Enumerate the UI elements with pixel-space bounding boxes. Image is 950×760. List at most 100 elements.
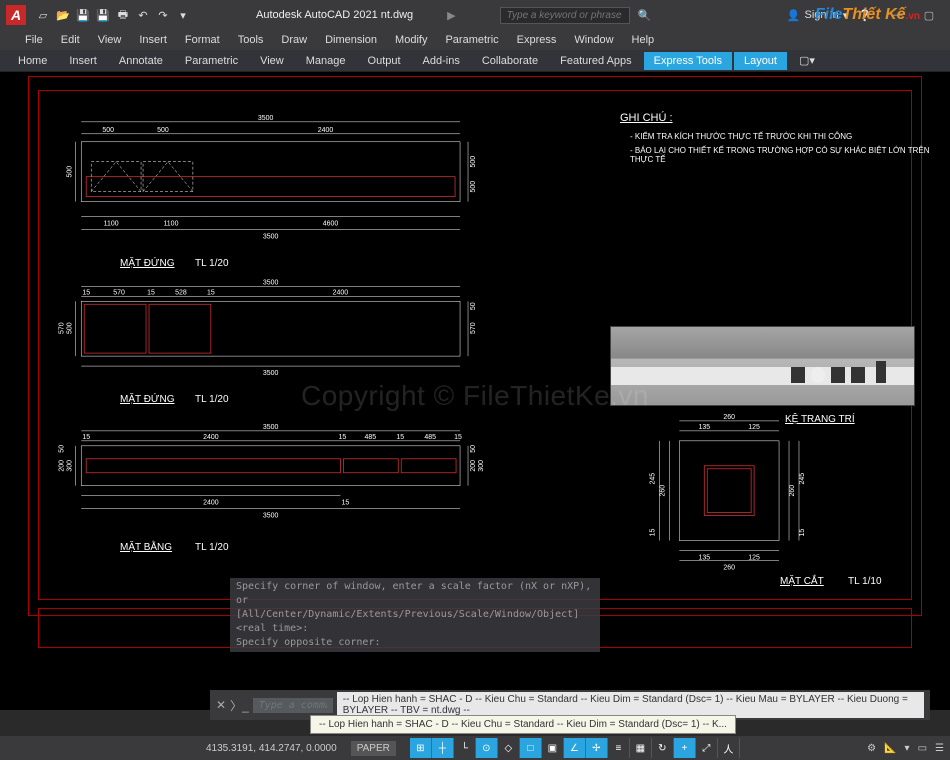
undo-icon[interactable]: ↶ [134,6,152,24]
customization-icon[interactable]: ▾ [905,743,910,754]
notes-line1: - KIỂM TRA KÍCH THƯỚC THỰC TẾ TRƯỚC KHI … [630,132,852,141]
annoscale-icon[interactable]: 人 [718,738,740,758]
section-scale: TL 1/10 [848,576,882,587]
svg-text:3500: 3500 [263,424,279,431]
menu-edit[interactable]: Edit [61,34,80,46]
menu-draw[interactable]: Draw [281,34,307,46]
menu-insert[interactable]: Insert [139,34,167,46]
cmd-line1: Specify corner of window, enter a scale … [236,580,594,608]
menu-parametric[interactable]: Parametric [445,34,498,46]
svg-text:500: 500 [102,127,114,134]
tab-collaborate[interactable]: Collaborate [472,52,548,70]
close-icon[interactable]: ✕ [216,698,226,712]
svg-text:300: 300 [66,460,73,472]
iso-icon[interactable]: ◇ [498,738,520,758]
menu-modify[interactable]: Modify [395,34,427,46]
search-input[interactable] [500,7,630,24]
cleanscreen-icon[interactable]: ▭ [918,743,927,754]
svg-text:135: 135 [698,424,710,431]
svg-text:260: 260 [789,485,796,497]
annomonitor-icon[interactable]: + [674,738,696,758]
plot-icon[interactable]: 🖶 [114,6,132,24]
drawing-area[interactable]: 3500 500 500 2400 1100 1100 4600 3500 [0,72,950,710]
workspace-icon[interactable]: ⚙ [867,743,876,754]
status-toggles: ⊞ ┼ └ ⊙ ◇ □ ▣ ∠ ✢ ≡ ▦ ↻ + ⤢ 人 [410,738,740,758]
menu-icon[interactable]: ☰ [935,743,944,754]
search-icon[interactable]: 🔍 [638,9,652,22]
tab-express-tools[interactable]: Express Tools [644,52,732,70]
svg-text:3500: 3500 [263,233,279,240]
tab-manage[interactable]: Manage [296,52,356,70]
command-input[interactable] [253,698,333,713]
command-history: Specify corner of window, enter a scale … [230,578,600,652]
share-icon[interactable]: ▶ [447,9,455,22]
svg-text:485: 485 [424,434,436,441]
svg-text:260: 260 [723,564,735,571]
menu-tools[interactable]: Tools [238,34,264,46]
menu-file[interactable]: File [25,34,43,46]
view3-label: MẶT BẰNG [120,542,172,553]
tab-annotate[interactable]: Annotate [109,52,173,70]
menu-express[interactable]: Express [517,34,557,46]
tab-home[interactable]: Home [8,52,57,70]
ribbon-tabs: Home Insert Annotate Parametric View Man… [0,50,950,72]
snap-icon[interactable]: ┼ [432,738,454,758]
menu-dimension[interactable]: Dimension [325,34,377,46]
svg-text:500: 500 [157,127,169,134]
svg-text:3500: 3500 [263,279,279,286]
dyn-icon[interactable]: ✢ [586,738,608,758]
menu-window[interactable]: Window [574,34,613,46]
svg-text:260: 260 [723,414,735,421]
cycling-icon[interactable]: ↻ [652,738,674,758]
svg-text:50: 50 [470,302,477,310]
scale-icon[interactable]: ⤢ [696,738,718,758]
svg-text:500: 500 [66,166,73,178]
logo-thietke: Thiết Kế [842,6,905,23]
osnap-icon[interactable]: □ [520,738,542,758]
tab-insert[interactable]: Insert [59,52,107,70]
svg-text:3500: 3500 [263,370,279,377]
svg-text:15: 15 [339,434,347,441]
polar-icon[interactable]: ⊙ [476,738,498,758]
title-bar: A ▱ 📂 💾 💾 🖶 ↶ ↷ ▾ Autodesk AutoCAD 2021 … [0,0,950,30]
svg-text:570: 570 [470,322,477,334]
svg-text:15: 15 [454,434,462,441]
open-icon[interactable]: 📂 [54,6,72,24]
menu-view[interactable]: View [98,34,122,46]
dropdown-icon[interactable]: ▾ [174,6,192,24]
saveas-icon[interactable]: 💾 [94,6,112,24]
3dosnap-icon[interactable]: ▣ [542,738,564,758]
svg-text:500: 500 [66,322,73,334]
new-icon[interactable]: ▱ [34,6,52,24]
space-mode[interactable]: PAPER [351,741,396,756]
svg-text:528: 528 [175,289,187,296]
svg-text:125: 125 [748,424,760,431]
view2-label: MẶT ĐỨNG [120,394,174,405]
lwt-icon[interactable]: ≡ [608,738,630,758]
otrack-icon[interactable]: ∠ [564,738,586,758]
tab-view[interactable]: View [250,52,294,70]
menu-bar: File Edit View Insert Format Tools Draw … [0,30,950,50]
menu-help[interactable]: Help [632,34,655,46]
svg-text:50: 50 [58,445,65,453]
grid-icon[interactable]: ⊞ [410,738,432,758]
tab-parametric[interactable]: Parametric [175,52,248,70]
ortho-icon[interactable]: └ [454,738,476,758]
tab-featured[interactable]: Featured Apps [550,52,642,70]
save-icon[interactable]: 💾 [74,6,92,24]
tab-layout[interactable]: Layout [734,52,787,70]
svg-text:2400: 2400 [203,434,219,441]
svg-text:200: 200 [58,460,65,472]
tab-output[interactable]: Output [358,52,411,70]
transparency-icon[interactable]: ▦ [630,738,652,758]
tab-addins[interactable]: Add-ins [413,52,470,70]
logo-file: File [815,6,843,23]
redo-icon[interactable]: ↷ [154,6,172,24]
scale-readout[interactable]: 📐 [884,743,896,754]
svg-text:4600: 4600 [323,221,339,228]
svg-text:485: 485 [365,434,377,441]
app-logo[interactable]: A [6,5,26,25]
svg-text:3500: 3500 [258,115,274,122]
menu-format[interactable]: Format [185,34,220,46]
tab-more[interactable]: ▢▾ [789,51,825,70]
